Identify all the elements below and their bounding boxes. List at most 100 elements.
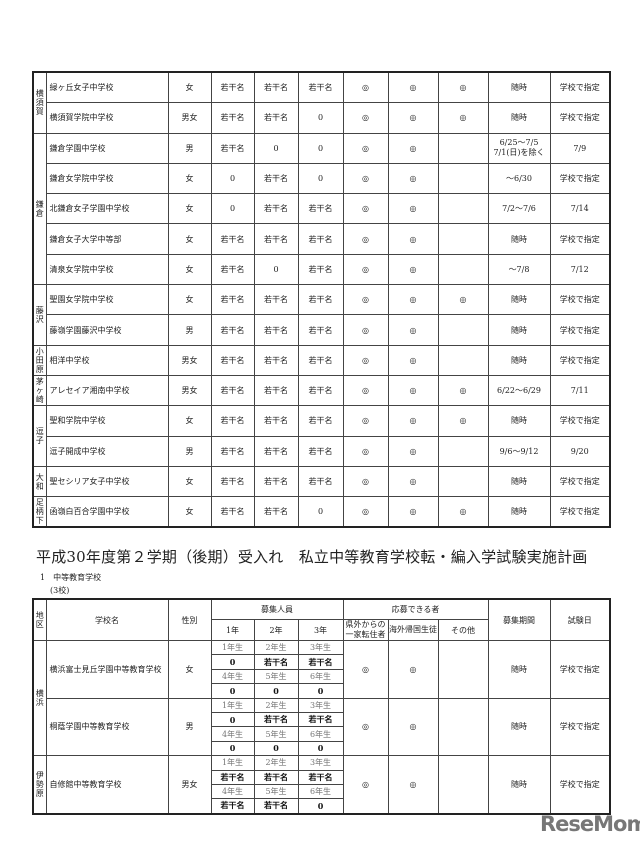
header-eligible-returnee: 海外帰国生徒: [387, 619, 439, 641]
top-schools-table: 横須賀 緑ヶ丘女子中学校女若干名 若干名 若干名 ◎ ◎ ◎ 随時 学校で指定 横須賀学院中学校男…: [32, 71, 611, 529]
grade-label: 5年生: [253, 726, 299, 742]
eligible-transfer: ◎: [342, 253, 389, 286]
school-name: 桐蔭学園中等教育学校: [45, 697, 169, 757]
eligible-returnee: ◎: [387, 405, 439, 437]
eligible-transfer: ◎: [342, 465, 389, 498]
eligible-returnee: ◎: [387, 284, 439, 316]
grade-label: 1年生: [210, 755, 255, 771]
recruit-year-3: 若干名: [297, 71, 344, 104]
table-row: 茅ヶ崎 アレセイア湘南中学校 男女 若干名 若干名 若干名 ◎ ◎ ◎ 6/22～6/29 7/11: [32, 374, 611, 407]
table-row: 伊勢原 自修館中等教育学校 男女 1年生 2年生 3年生 ◎ ◎ 随時 学校で指定: [32, 755, 611, 815]
recruit-period: 随時: [487, 284, 551, 316]
gender: 女: [167, 162, 212, 195]
recruit-year-2: 若干名: [253, 344, 299, 376]
recruit-year-1: 若干名: [210, 405, 255, 437]
eligible-returnee: ◎: [387, 102, 439, 134]
grade-label: 5年生: [253, 668, 299, 685]
recruit-year-3: 若干名: [297, 465, 344, 498]
school-name: 清泉女学院中学校: [45, 253, 169, 286]
eligible-returnee: ◎: [387, 640, 439, 699]
gender: 女: [167, 253, 212, 286]
region-cell: 茅ヶ崎: [32, 374, 47, 407]
table-row: 横須賀 緑ヶ丘女子中学校女若干名 若干名 若干名 ◎ ◎ ◎ 随時 学校で指定: [32, 71, 611, 134]
section-title: 平成30年度第２学期（後期）受入れ 私立中等教育学校転・編入学試験実施計画: [36, 548, 588, 566]
exam-date: 学校で指定: [549, 755, 611, 815]
grade-label: 4年生: [210, 668, 255, 685]
region-cell: 大和: [32, 465, 47, 498]
exam-date: 学校で指定: [549, 465, 611, 498]
grade-recruit: 若干名: [297, 769, 344, 785]
grade-label: 6年生: [297, 783, 344, 800]
recruit-year-1: 若干名: [210, 223, 255, 255]
school-name: 逗子開成中学校: [45, 435, 169, 467]
school-name: 鎌倉女子大学中等部: [45, 223, 169, 255]
eligible-other: ◎: [437, 284, 489, 316]
eligible-other: [437, 465, 489, 498]
eligible-transfer: ◎: [342, 435, 389, 467]
recruit-year-1: 若干名: [210, 132, 255, 164]
grade-label: 4年生: [210, 783, 255, 800]
recruit-year-2: 若干名: [253, 193, 299, 225]
exam-date: 学校で指定: [549, 697, 611, 757]
gender: 男: [167, 132, 212, 164]
eligible-transfer: ◎: [342, 640, 389, 699]
recruit-period: 7/2～7/6: [487, 193, 551, 225]
eligible-transfer: ◎: [342, 755, 389, 815]
exam-date: 7/14: [549, 193, 611, 225]
exam-date: 学校で指定: [549, 223, 611, 255]
recruit-year-1: 若干名: [210, 71, 255, 104]
eligible-returnee: ◎: [387, 193, 439, 225]
recruit-year-2: 若干名: [253, 405, 299, 437]
gender: 男女: [167, 344, 212, 376]
grade-recruit: 若干名: [253, 654, 299, 670]
grade-recruit: 0: [297, 798, 344, 815]
eligible-returnee: ◎: [387, 314, 439, 346]
recruit-period: 9/6～9/12: [487, 435, 551, 467]
eligible-transfer: ◎: [342, 697, 389, 757]
eligible-transfer: ◎: [342, 314, 389, 346]
eligible-returnee: ◎: [387, 162, 439, 195]
exam-date: 学校で指定: [549, 405, 611, 437]
grade-recruit: 若干名: [297, 654, 344, 670]
grade-label: 2年生: [253, 755, 299, 771]
table-row: 北鎌倉女子学園中学校女 0 若干名 若干名 ◎ ◎ 7/2～7/6 7/14: [33, 193, 611, 225]
eligible-returnee: ◎: [387, 344, 439, 376]
grade-label: 2年生: [253, 639, 299, 656]
school-name: 藤嶺学園藤沢中学校: [45, 314, 169, 346]
table-row: 鎌倉女子大学中等部女若干名 若干名 若干名 ◎ ◎ 随時 学校で指定: [33, 223, 611, 255]
school-name: 聖園女学院中学校: [45, 284, 169, 316]
eligible-returnee: ◎: [387, 496, 439, 528]
eligible-other: ◎: [437, 496, 489, 528]
eligible-other: [437, 193, 489, 225]
eligible-other: [437, 132, 489, 164]
grade-label: 1年生: [210, 639, 255, 656]
eligible-transfer: ◎: [342, 102, 389, 134]
grade-recruit: 0: [210, 654, 255, 670]
gender: 女: [167, 496, 212, 528]
grade-label: 4年生: [210, 726, 255, 742]
recruit-year-3: 若干名: [297, 193, 344, 225]
header-region: 地区: [32, 598, 47, 641]
recruit-year-1: 0: [210, 193, 255, 225]
table-row: 逗子 聖和学院中学校女若干名 若干名 若干名 ◎ ◎ ◎ 随時 学校で指定: [32, 405, 611, 467]
eligible-other: ◎: [437, 71, 489, 104]
gender: 男: [167, 314, 212, 346]
exam-date: 学校で指定: [549, 284, 611, 316]
school-name: アレセイア湘南中学校: [45, 374, 169, 407]
eligible-transfer: ◎: [342, 162, 389, 195]
grade-label: 3年生: [297, 697, 344, 713]
recruit-year-1: 若干名: [210, 496, 255, 528]
recruit-year-3: 若干名: [297, 314, 344, 346]
grade-recruit: 若干名: [253, 769, 299, 785]
header-year-1: 1年: [210, 619, 255, 641]
gender: 女: [167, 193, 212, 225]
recruit-period: 6/22～6/29: [487, 374, 551, 407]
grade-label: 2年生: [253, 697, 299, 713]
exam-date: 学校で指定: [549, 314, 611, 346]
table-row: 若干名 若干名 若干名: [33, 769, 610, 785]
recruit-period: 随時: [487, 344, 551, 376]
table-row: 鎌倉 鎌倉学園中学校男若干名 0 0 ◎ ◎ 6/25～7/5 7/1(日)を除く 7/9: [32, 132, 611, 286]
recruit-year-3: 若干名: [297, 253, 344, 286]
recruit-year-2: 若干名: [253, 102, 299, 134]
